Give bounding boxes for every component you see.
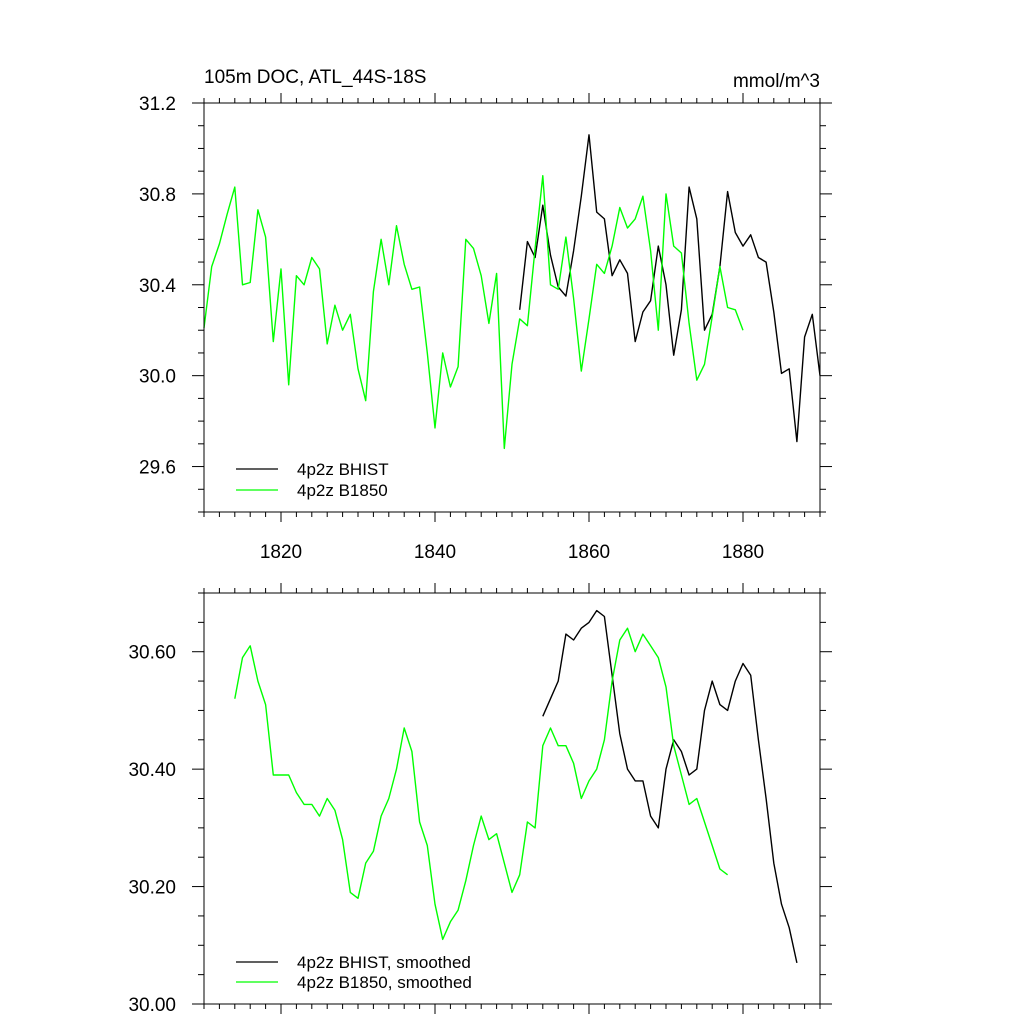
bottom-plot-frame [203,592,821,1005]
top-legend-label-bhist: 4p2z BHIST [297,460,389,479]
top-plot-frame [203,102,821,513]
top-legend: 4p2z BHIST 4p2z B1850 [236,460,389,500]
bottom-panel: 30.00 30.20 30.40 30.60 4p2z BHIST, smoothe… [128,583,832,1016]
top-y-tick-label: 30.0 [139,367,176,388]
top-series-line-1 [203,174,744,450]
bottom-series-line-1 [234,627,729,941]
top-series-line-0 [519,134,821,443]
top-y-tick-label: 29.6 [139,458,176,479]
top-x-tick-label: 1880 [722,542,764,563]
bottom-y-tick-label: 30.20 [128,878,176,899]
top-axis-ticks: 1820 1840 1860 1880 29.6 30.0 30.4 30.8 31.2 [139,93,832,563]
top-x-tick-label: 1820 [260,542,302,563]
bottom-legend-label-bhist: 4p2z BHIST, smoothed [297,953,471,972]
top-x-tick-label: 1840 [414,542,456,563]
bottom-y-tick-label: 30.40 [128,760,176,781]
bottom-axis-ticks: 30.00 30.20 30.40 30.60 [128,583,832,1016]
top-legend-label-b1850: 4p2z B1850 [297,481,388,500]
top-series-group [203,134,821,450]
bottom-legend: 4p2z BHIST, smoothed 4p2z B1850, smoothe… [236,953,472,992]
top-y-tick-label: 30.4 [139,276,176,297]
top-chart-title: 105m DOC, ATL_44S-18S [204,67,426,88]
top-panel: 105m DOC, ATL_44S-18S mmol/m^3 1820 1840 1… [139,67,832,563]
top-x-tick-label: 1860 [568,542,610,563]
bottom-series-group [234,609,798,964]
top-y-tick-label: 31.2 [139,94,176,115]
bottom-y-tick-label: 30.60 [128,643,176,664]
bottom-legend-label-b1850: 4p2z B1850, smoothed [297,973,472,992]
bottom-series-line-0 [542,609,798,964]
bottom-y-tick-label: 30.00 [128,995,176,1016]
top-y-tick-label: 30.8 [139,185,176,206]
top-chart-units: mmol/m^3 [733,71,820,92]
